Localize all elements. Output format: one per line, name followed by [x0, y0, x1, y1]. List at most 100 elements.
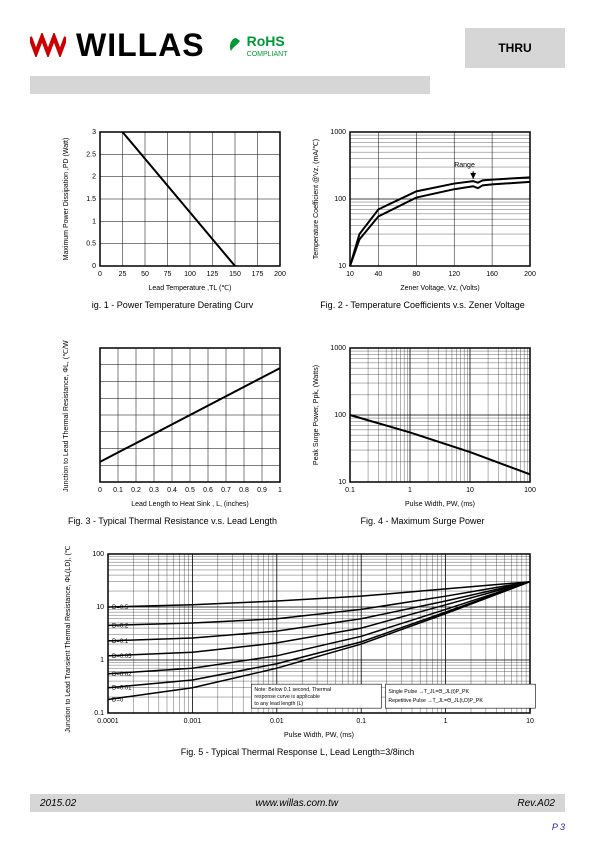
svg-text:150: 150 — [229, 271, 241, 278]
svg-text:Zener Voltage, Vz, (Volts): Zener Voltage, Vz, (Volts) — [400, 285, 479, 292]
svg-text:10: 10 — [346, 271, 354, 278]
svg-text:10: 10 — [96, 604, 104, 611]
leaf-icon — [227, 37, 243, 53]
svg-text:200: 200 — [274, 271, 286, 278]
svg-text:Pulse Width, PW, (ms): Pulse Width, PW, (ms) — [404, 501, 474, 508]
svg-text:100: 100 — [184, 271, 196, 278]
svg-text:D=0.01: D=0.01 — [112, 686, 132, 692]
svg-text:Peak Surge Power, Ppk, (Watts): Peak Surge Power, Ppk, (Watts) — [313, 365, 320, 465]
fig2-caption: Fig. 2 - Temperature Coefficients v.s. Z… — [320, 300, 525, 310]
svg-text:D=0.02: D=0.02 — [112, 672, 132, 678]
svg-text:1000: 1000 — [330, 345, 346, 352]
svg-text:D=0: D=0 — [112, 697, 124, 703]
svg-text:100: 100 — [334, 412, 346, 419]
svg-text:0.1: 0.1 — [113, 487, 123, 494]
svg-text:Junction to Lead Transient The: Junction to Lead Transient Thermal Resis… — [65, 546, 72, 733]
svg-text:0.1: 0.1 — [94, 710, 104, 717]
svg-text:response curve is applicable: response curve is applicable — [254, 694, 320, 700]
svg-text:160: 160 — [486, 271, 498, 278]
svg-text:1: 1 — [408, 487, 412, 494]
svg-text:50: 50 — [141, 271, 149, 278]
svg-text:0.7: 0.7 — [221, 487, 231, 494]
svg-text:0.6: 0.6 — [203, 487, 213, 494]
svg-text:Maximum Power Dissipation ,PD: Maximum Power Dissipation ,PD (Watt) — [63, 138, 70, 261]
fig5-box: 0.0001 0.001 0.01 0.1 1 10 0.1 1 10 100 D=0.5 D=0.2… — [58, 546, 538, 757]
svg-text:0.8: 0.8 — [239, 487, 249, 494]
svg-text:0.3: 0.3 — [149, 487, 159, 494]
svg-text:1: 1 — [92, 218, 96, 225]
fig3-chart: 00.10.20.30.40.50.60.70.80.91Lead Length… — [58, 340, 288, 510]
svg-text:1.5: 1.5 — [86, 196, 96, 203]
fig2-box: 104080120160200101001000RangeZener Volta… — [308, 124, 538, 310]
charts-row-2: 00.10.20.30.40.50.60.70.80.91Lead Length… — [30, 340, 565, 526]
svg-text:0.2: 0.2 — [131, 487, 141, 494]
svg-text:0.1: 0.1 — [356, 718, 366, 725]
svg-text:0: 0 — [98, 487, 102, 494]
page: WILLAS RoHS COMPLIANT THRU 0255075100125… — [0, 0, 595, 842]
svg-text:Temperature Coefficient @Vz,: Temperature Coefficient @Vz, (mA/℃) — [313, 139, 320, 259]
charts-row-1: 0 25 50 75 100 125 150 175 200 0 0.5 1 1.5 2 2.5 3 Lead … — [30, 124, 565, 310]
rohs-text: RoHS — [247, 33, 285, 49]
fig5-caption: Fig. 5 - Typical Thermal Response L, Lea… — [181, 747, 415, 757]
svg-text:D=0.5: D=0.5 — [112, 605, 129, 611]
svg-text:125: 125 — [206, 271, 218, 278]
fig4-box: 0.1 1 10 100 10 100 1000 Pulse Width, PW, (ms) P… — [308, 340, 538, 526]
svg-text:0: 0 — [92, 263, 96, 270]
svg-text:to any lead length (L): to any lead length (L) — [254, 701, 303, 707]
fig2-chart: 104080120160200101001000RangeZener Volta… — [308, 124, 538, 294]
fig5-chart: 0.0001 0.001 0.01 0.1 1 10 0.1 1 10 100 D=0.5 D=0.2… — [58, 546, 538, 741]
svg-text:Single Pulse →T_JL=Θ_JL(t)P_PK: Single Pulse →T_JL=Θ_JL(t)P_PK — [388, 689, 469, 695]
svg-text:0.4: 0.4 — [167, 487, 177, 494]
fig1-caption: ig. 1 - Power Temperature Derating Curv — [92, 300, 253, 310]
svg-text:1: 1 — [100, 657, 104, 664]
svg-text:0.01: 0.01 — [269, 718, 283, 725]
svg-text:175: 175 — [251, 271, 263, 278]
header-graybar — [30, 76, 430, 94]
brand-text: WILLAS — [76, 27, 205, 64]
footer-url: www.willas.com.tw — [255, 798, 338, 809]
svg-text:0.0001: 0.0001 — [97, 718, 119, 725]
rohs-sub: COMPLIANT — [247, 51, 288, 58]
svg-text:D=0.1: D=0.1 — [112, 639, 129, 645]
svg-text:200: 200 — [524, 271, 536, 278]
svg-text:2.5: 2.5 — [86, 151, 96, 158]
svg-text:10: 10 — [526, 718, 534, 725]
svg-text:100: 100 — [524, 487, 536, 494]
svg-text:1: 1 — [278, 487, 282, 494]
svg-text:1000: 1000 — [330, 129, 346, 136]
footer: 2015.02 www.willas.com.tw Rev.A02 — [30, 794, 565, 812]
svg-text:3: 3 — [92, 129, 96, 136]
footer-rev: Rev.A02 — [517, 798, 555, 809]
svg-text:120: 120 — [448, 271, 460, 278]
svg-text:0: 0 — [98, 271, 102, 278]
svg-text:25: 25 — [118, 271, 126, 278]
svg-text:Junction to Lead Thermal Resis: Junction to Lead Thermal Resistance, ΦL,… — [63, 340, 70, 492]
footer-bar: 2015.02 www.willas.com.tw Rev.A02 — [30, 794, 565, 812]
footer-date: 2015.02 — [40, 798, 76, 809]
fig4-chart: 0.1 1 10 100 10 100 1000 Pulse Width, PW, (ms) P… — [308, 340, 538, 510]
svg-text:0.1: 0.1 — [345, 487, 355, 494]
svg-text:Lead Length to Heat Sink , L,: Lead Length to Heat Sink , L, (inches) — [131, 501, 249, 508]
svg-text:0.001: 0.001 — [183, 718, 201, 725]
svg-text:D=0.2: D=0.2 — [112, 623, 129, 629]
logo-icon — [30, 33, 66, 57]
fig4-caption: Fig. 4 - Maximum Surge Power — [360, 516, 484, 526]
svg-text:80: 80 — [412, 271, 420, 278]
svg-text:10: 10 — [466, 487, 474, 494]
svg-text:2: 2 — [92, 174, 96, 181]
fig1-box: 0 25 50 75 100 125 150 175 200 0 0.5 1 1.5 2 2.5 3 Lead … — [58, 124, 288, 310]
svg-text:10: 10 — [338, 263, 346, 270]
fig1-chart: 0 25 50 75 100 125 150 175 200 0 0.5 1 1.5 2 2.5 3 Lead … — [58, 124, 288, 294]
svg-text:D=0.05: D=0.05 — [112, 654, 132, 660]
svg-text:0.5: 0.5 — [185, 487, 195, 494]
svg-text:1: 1 — [443, 718, 447, 725]
svg-text:Range: Range — [454, 162, 475, 169]
fig3-caption: Fig. 3 - Typical Thermal Resistance v.s.… — [68, 516, 277, 526]
svg-text:100: 100 — [92, 551, 104, 558]
svg-text:0.5: 0.5 — [86, 241, 96, 248]
svg-text:Lead Temperature ,TL (℃): Lead Temperature ,TL (℃) — [148, 285, 231, 292]
svg-text:40: 40 — [374, 271, 382, 278]
svg-text:10: 10 — [338, 479, 346, 486]
svg-text:75: 75 — [163, 271, 171, 278]
svg-text:Pulse Width, PW, (ms): Pulse Width, PW, (ms) — [283, 732, 353, 739]
